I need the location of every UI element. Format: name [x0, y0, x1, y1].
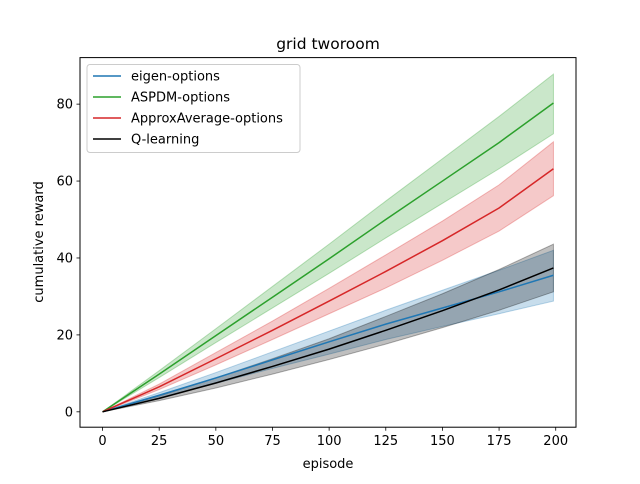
legend-box — [86, 64, 301, 153]
x-axis-label: episode — [303, 457, 354, 472]
line-aspdm-options — [102, 102, 554, 413]
chart-title: grid tworoom — [276, 35, 380, 53]
x-tick-label: 75 — [264, 434, 281, 449]
y-tick-label: 80 — [56, 98, 73, 113]
x-axis-ticks: 0 25 50 75 100 125 150 175 200 — [98, 427, 568, 449]
y-tick-label: 60 — [56, 175, 73, 190]
x-tick-label: 125 — [373, 434, 398, 449]
legend-label-eigen-options: eigen-options — [131, 70, 220, 85]
y-tick-label: 0 — [65, 405, 73, 420]
legend-label-q-learning: Q-learning — [131, 133, 199, 148]
line-q-learning — [102, 267, 554, 413]
x-tick-label: 25 — [151, 434, 168, 449]
x-tick-label: 100 — [317, 434, 342, 449]
x-tick-label: 200 — [543, 434, 568, 449]
band-q-learning — [102, 243, 554, 413]
series-lines — [102, 102, 554, 413]
plot-area-frame — [79, 57, 577, 428]
band-aspdm-options — [102, 73, 554, 413]
legend-label-approxaverage-options: ApproxAverage-options — [131, 112, 283, 127]
legend-label-aspdm-options: ASPDM-options — [131, 91, 230, 106]
y-tick-label: 20 — [56, 328, 73, 343]
legend: eigen-options ASPDM-options ApproxAverag… — [86, 64, 301, 153]
x-tick-label: 50 — [208, 434, 225, 449]
x-tick-label: 0 — [98, 434, 106, 449]
x-tick-label: 175 — [487, 434, 512, 449]
y-tick-label: 40 — [56, 251, 73, 266]
line-approxaverage-options — [102, 168, 554, 413]
y-axis-label: cumulative reward — [32, 181, 47, 302]
y-axis-ticks: 0 20 40 60 80 — [56, 98, 80, 420]
x-tick-label: 150 — [430, 434, 455, 449]
